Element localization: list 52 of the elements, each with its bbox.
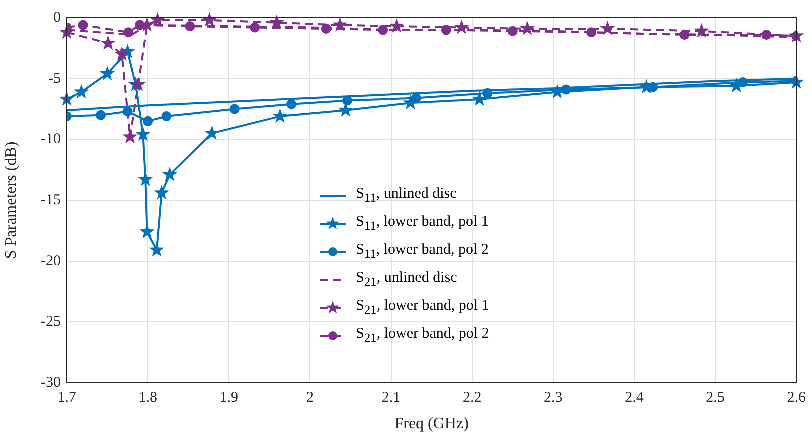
point [269, 14, 285, 30]
point [389, 18, 405, 33]
y-tick-label: -20 [41, 253, 61, 270]
y-tick-label: -5 [48, 70, 61, 87]
point [332, 17, 348, 32]
point [114, 46, 130, 61]
x-tick-label: 2.3 [544, 390, 563, 406]
point [162, 112, 172, 122]
x-tick-label: 2.1 [382, 390, 401, 406]
y-tick-label: -25 [41, 314, 61, 330]
x-tick-label: 1.9 [220, 390, 239, 406]
point [472, 92, 488, 106]
point [454, 20, 470, 34]
y-axis-title: S Parameters (dB) [2, 142, 20, 260]
x-tick-label: 2.2 [462, 390, 482, 406]
legend-label: S$_{21}$, lower band, pol 1 [356, 297, 490, 319]
x-axis-title: Freq (GHz) [394, 416, 469, 433]
point [136, 126, 151, 142]
x-tick-label: 2.4 [625, 390, 644, 406]
point [143, 116, 154, 126]
y-tick-label: -15 [41, 192, 61, 208]
x-tick-label: 2.5 [706, 390, 725, 406]
legend-label: S$_{11}$, unlined disc [356, 185, 457, 207]
point [694, 23, 710, 38]
y-tick-label: -30 [41, 374, 61, 391]
point [78, 20, 88, 30]
legend-label: S$_{21}$, lower band, pol 2 [356, 325, 490, 347]
point [74, 84, 90, 99]
point [600, 20, 616, 36]
point [272, 108, 288, 124]
x-tick-label: 2 [306, 390, 314, 406]
y-tick-label: 0 [54, 10, 61, 26]
x-tick-label: 1.8 [138, 390, 158, 406]
x-tick-label: 2.6 [787, 390, 806, 406]
point [140, 224, 155, 239]
point [520, 20, 536, 36]
point [162, 166, 178, 182]
point [154, 185, 170, 200]
legend-label: S$_{11}$, lower band, pol 2 [356, 241, 489, 263]
point [138, 172, 154, 186]
point [100, 36, 116, 50]
x-tick-label: 1.7 [58, 390, 77, 406]
legend-label: S$_{21}$, unlined disc [356, 269, 458, 291]
point [100, 66, 116, 80]
legend-label: S$_{11}$, lower band, pol 1 [356, 213, 489, 235]
point [204, 126, 220, 140]
point [230, 104, 240, 114]
point [149, 242, 165, 257]
point [122, 106, 133, 117]
point [96, 110, 106, 120]
y-tick-label: -10 [41, 132, 61, 148]
point [286, 99, 297, 110]
